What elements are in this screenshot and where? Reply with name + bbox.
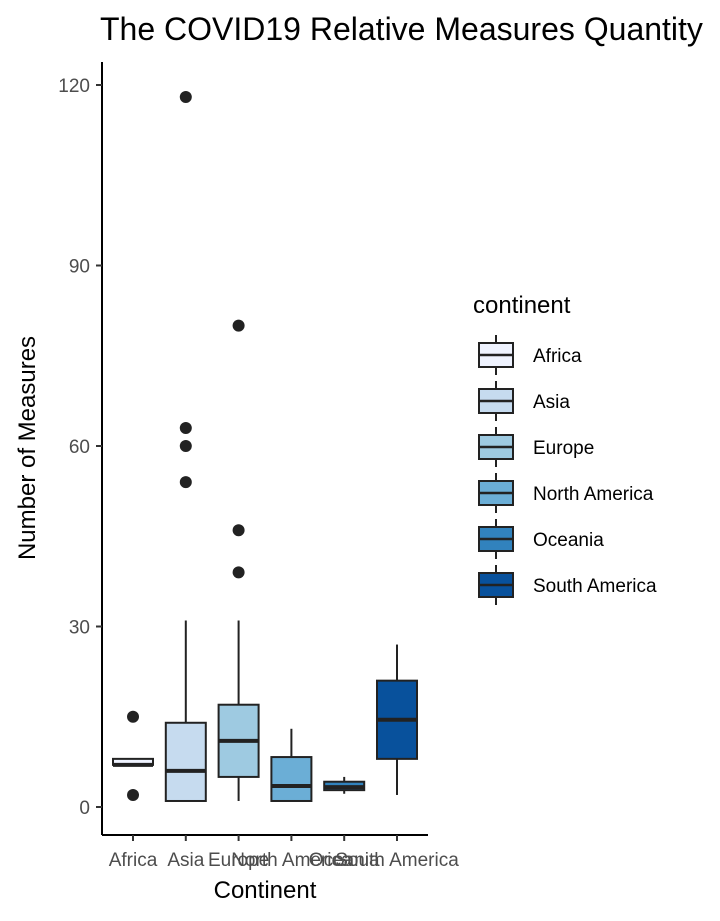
legend-item-asia: Asia — [478, 381, 570, 421]
outlier-point-africa — [127, 788, 139, 801]
legend-label-north-america: North America — [533, 484, 654, 505]
legend-label-europe: Europe — [533, 438, 594, 459]
legend-label-south-america: South America — [533, 576, 657, 597]
box-south-america — [376, 644, 418, 795]
box-africa — [112, 710, 154, 801]
legend-label-asia: Asia — [533, 392, 570, 413]
legend: continent Africa Asia Europe North America O… — [473, 292, 657, 605]
outlier-point-asia — [179, 440, 192, 452]
box-body-north-america — [270, 756, 313, 802]
y-tick-label: 120 — [58, 76, 90, 97]
y-tick-label: 60 — [69, 437, 90, 458]
x-tick-label-asia: Asia — [167, 850, 204, 871]
legend-item-oceania: Oceania — [478, 519, 604, 559]
box-europe — [217, 319, 260, 801]
x-tick-label-europe: Europe — [208, 850, 269, 871]
legend-title: continent — [473, 292, 571, 319]
outlier-point-europe — [232, 524, 245, 537]
y-tick-label: 0 — [79, 798, 90, 819]
y-tick-label: 90 — [69, 257, 90, 278]
outlier-point-asia — [179, 91, 192, 104]
box-body-asia — [164, 721, 207, 802]
x-tick-label-oceania: Oceania — [309, 850, 380, 871]
x-tick-label-south-america: South America — [335, 850, 459, 871]
y-axis-label: Number of Measures — [14, 336, 41, 560]
box-north-america — [270, 728, 313, 802]
legend-item-south-america: South America — [478, 565, 657, 605]
legend-label-africa: Africa — [533, 346, 582, 367]
outlier-point-asia — [179, 476, 192, 489]
legend-item-africa: Africa — [478, 335, 582, 375]
box-asia — [164, 91, 207, 802]
legend-item-europe: Europe — [478, 427, 594, 467]
x-axis-label: Continent — [214, 877, 317, 904]
outlier-point-europe — [232, 566, 245, 579]
outlier-point-europe — [232, 319, 245, 332]
x-tick-label-africa: Africa — [109, 850, 158, 871]
x-tick-label-north-america: North America — [231, 850, 352, 871]
legend-item-north-america: North America — [478, 473, 654, 513]
outlier-point-africa — [127, 710, 139, 723]
box-oceania — [323, 776, 366, 794]
chart-title: The COVID19 Relative Measures Quantity — [100, 11, 703, 47]
outlier-point-asia — [179, 421, 192, 434]
legend-label-oceania: Oceania — [533, 530, 604, 551]
y-tick-label: 30 — [69, 618, 90, 639]
